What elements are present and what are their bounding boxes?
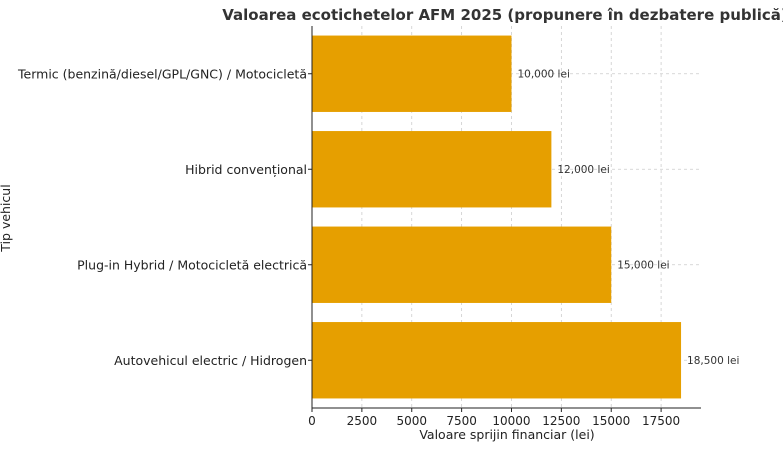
x-tick-label: 12500 <box>542 414 580 428</box>
y-tick-label: Autovehicul electric / Hidrogen <box>114 353 307 368</box>
x-tick-label: 15000 <box>592 414 630 428</box>
bar <box>312 226 612 303</box>
bar-data-label: 15,000 lei <box>617 259 669 271</box>
bar-data-label: 12,000 lei <box>557 164 609 176</box>
x-axis-label: Valoare sprijin financiar (lei) <box>419 427 594 442</box>
bar <box>312 322 682 399</box>
bar-data-label: 10,000 lei <box>517 68 569 80</box>
x-tick-label: 7500 <box>446 414 477 428</box>
bar <box>312 35 512 112</box>
x-tick-label: 2500 <box>347 414 378 428</box>
bar <box>312 131 552 208</box>
y-tick-label: Hibrid convențional <box>185 162 307 177</box>
labels: 0 2500 5000 7500 10000 12500 15000 17500 Termic … <box>17 66 739 428</box>
bars <box>312 35 682 399</box>
y-tick-label: Plug-in Hybrid / Motocicletă electrică <box>77 257 307 272</box>
x-tick-label: 5000 <box>396 414 427 428</box>
x-tick-label: 10000 <box>492 414 530 428</box>
y-tick-label: Termic (benzină/diesel/GPL/GNC) / Motoci… <box>17 66 307 81</box>
x-tick-label: 17500 <box>642 414 680 428</box>
bar-data-label: 18,500 lei <box>687 355 739 367</box>
chart-title: Valoarea ecotichetelor AFM 2025 (propune… <box>222 6 783 24</box>
x-tick-label: 0 <box>308 414 316 428</box>
y-axis-label: Tip vehicul <box>0 184 13 252</box>
axes <box>308 26 701 412</box>
